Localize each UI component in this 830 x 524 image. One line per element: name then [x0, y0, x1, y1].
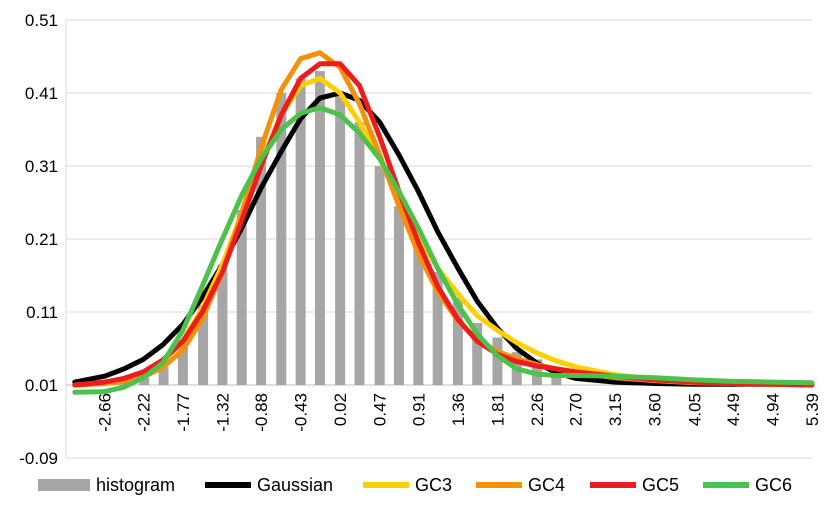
legend: histogram Gaussian GC3 GC4 GC5 GC6 — [38, 475, 792, 495]
x-tick-label: 3.15 — [606, 393, 625, 426]
histogram-bar — [354, 122, 365, 385]
histogram-bar — [236, 209, 247, 385]
x-tick-label: -1.32 — [213, 393, 232, 432]
x-tick-label: 4.05 — [685, 393, 704, 426]
legend-swatch-gaussian — [205, 482, 251, 488]
x-tick-label: 2.70 — [567, 393, 586, 426]
legend-swatch-gc5 — [590, 482, 636, 488]
legend-swatch-histogram — [38, 479, 90, 491]
x-tick-label: 2.26 — [528, 393, 547, 426]
x-tick-label: -2.66 — [96, 393, 115, 432]
y-tick-label: 0.21 — [25, 230, 58, 249]
series-lines — [72, 50, 815, 395]
histogram-bar — [295, 78, 306, 386]
legend-swatch-gc3 — [363, 482, 409, 488]
y-tick-label: 0.31 — [25, 157, 58, 176]
legend-label-gc4: GC4 — [528, 475, 565, 495]
histogram-bar — [335, 93, 346, 385]
histogram-bar — [256, 136, 267, 385]
x-tick-label: -0.43 — [292, 393, 311, 432]
x-tick-label: 3.60 — [646, 393, 665, 426]
x-tick-label: 1.36 — [449, 393, 468, 426]
series-line-gc6 — [72, 105, 815, 395]
legend-label-gc6: GC6 — [755, 475, 792, 495]
histogram-bar — [413, 246, 424, 385]
histogram-bar — [432, 271, 443, 385]
legend-label-gc5: GC5 — [642, 475, 679, 495]
histogram-bars — [118, 71, 562, 386]
x-tick-label: 1.81 — [488, 393, 507, 426]
legend-swatch-gc4 — [476, 482, 522, 488]
histogram-bar — [158, 366, 169, 385]
y-tick-label: -0.09 — [19, 449, 58, 468]
y-tick-label: 0.01 — [25, 376, 58, 395]
x-tick-label: -2.22 — [134, 393, 153, 432]
histogram-bar — [139, 377, 150, 385]
histogram-bar — [492, 337, 503, 385]
histogram-bar — [452, 297, 463, 385]
histogram-bar — [217, 264, 228, 385]
histogram-bar — [472, 322, 483, 385]
histogram-bar — [394, 206, 405, 385]
x-tick-label: 5.39 — [803, 393, 822, 426]
x-axis-ticks: -2.66 -2.22 -1.77 -1.32 -0.88 -0.43 0.02 0.47 0.… — [96, 393, 822, 432]
y-tick-label: 0.41 — [25, 84, 58, 103]
histogram-bar — [198, 304, 209, 385]
legend-label-histogram: histogram — [96, 475, 175, 495]
x-tick-label: 0.47 — [371, 393, 390, 426]
y-tick-label: 0.51 — [25, 11, 58, 30]
histogram-bar — [314, 71, 325, 385]
y-tick-label: 0.11 — [26, 303, 58, 322]
x-tick-label: -1.77 — [174, 393, 193, 432]
histogram-bar — [374, 166, 385, 385]
x-tick-label: 0.02 — [331, 393, 350, 426]
histogram-bar — [276, 93, 287, 385]
series-line-gc5 — [72, 61, 815, 388]
legend-swatch-gc6 — [703, 482, 749, 488]
x-tick-label: 4.94 — [764, 393, 783, 426]
x-tick-label: 0.91 — [409, 393, 428, 426]
x-tick-label: -0.88 — [252, 393, 271, 432]
legend-label-gaussian: Gaussian — [257, 475, 333, 495]
legend-label-gc3: GC3 — [415, 475, 452, 495]
x-tick-label: 4.49 — [724, 393, 743, 426]
y-axis-ticks: 0.51 0.41 0.31 0.21 0.11 0.01 -0.09 — [19, 11, 58, 468]
histogram-bar — [177, 341, 188, 385]
